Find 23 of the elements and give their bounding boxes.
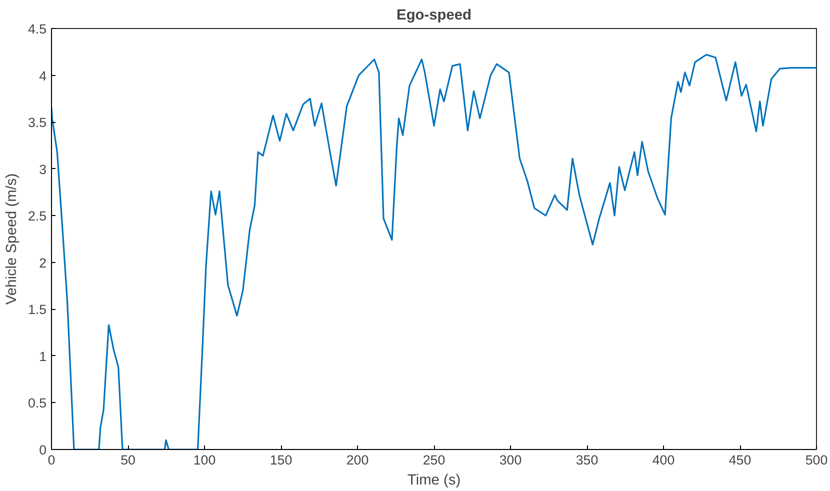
y-tick-label: 2 [39, 255, 47, 270]
y-tick-label: 1.5 [28, 302, 47, 318]
x-tick-label: 400 [652, 452, 675, 468]
x-axis-title: Time (s) [407, 472, 461, 488]
y-tick-label: 0.5 [28, 396, 47, 411]
y-tick-label: 2.5 [28, 208, 47, 224]
y-tick-label: 1 [39, 348, 47, 364]
y-tick-label: 3 [39, 162, 47, 177]
y-axis-title: Vehicle Speed (m/s) [4, 173, 20, 305]
x-tick-label: 500 [805, 452, 828, 468]
x-tick-label: 350 [576, 452, 598, 468]
x-tick-label: 200 [346, 452, 369, 468]
x-tick-label: 250 [422, 452, 446, 468]
y-tick-label: 4 [39, 68, 48, 84]
x-tick-label: 150 [270, 452, 292, 468]
y-tick-label: 3.5 [28, 115, 47, 130]
x-tick-label: 50 [120, 452, 136, 468]
y-tick-label: 0 [39, 442, 47, 458]
x-tick-label: 100 [193, 452, 216, 468]
y-tick-label: 4.5 [28, 22, 47, 36]
chart-title: Ego-speed [396, 8, 472, 24]
x-tick-label: 450 [728, 452, 752, 468]
x-tick-label: 300 [499, 452, 522, 468]
